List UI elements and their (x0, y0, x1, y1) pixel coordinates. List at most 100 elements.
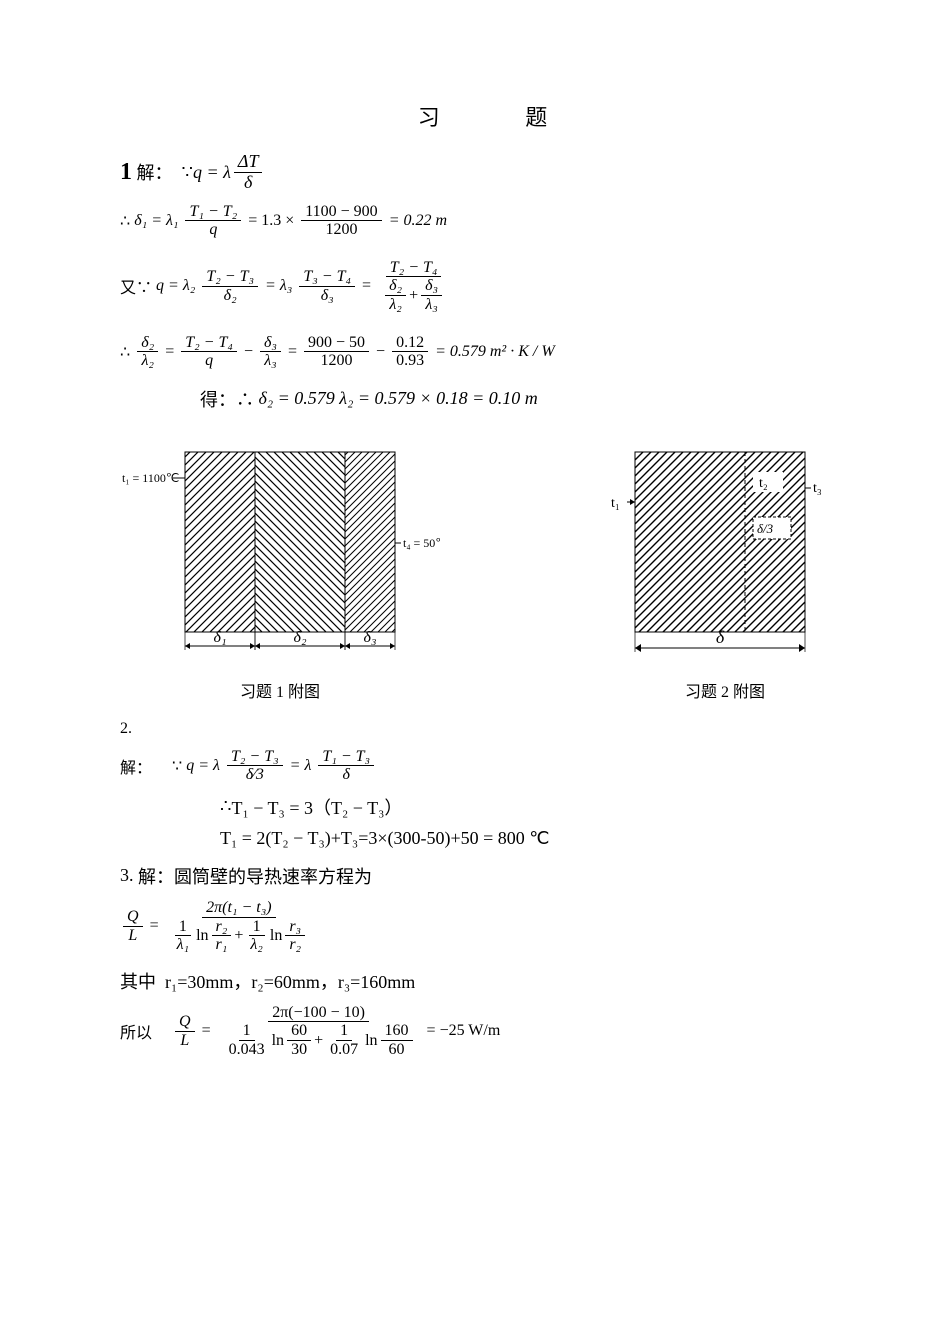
p1-eq1-lhs: δ₁ = λ₁ (134, 212, 178, 230)
svg-text:t₁ = 1100℃: t₁ = 1100℃ (122, 471, 179, 485)
p3-given-label: 其中 (120, 968, 156, 994)
p1-eq2-f3-db: δ₃ λ₃ (421, 277, 442, 313)
p1-eq0-frac: ΔT δ (234, 152, 263, 193)
p1-eq2-f3-plus: + (409, 287, 418, 305)
svg-text:δ₂: δ₂ (294, 629, 307, 646)
p1-eq3-pre: ∴ (120, 342, 130, 362)
fig2-diagram: t₂δ/3t₁t₃δ (605, 442, 845, 672)
p1-eq2: 又∵ q = λ₂ T₂ − T₃ δ₂ = λ₃ T₃ − T₄ δ₃ = T… (120, 259, 845, 314)
page-title: 习 题 (120, 100, 845, 132)
p1-eq2-c: = (362, 277, 371, 295)
p2-jie: 解： (120, 754, 152, 778)
p1-eq2-f3-da: δ₂ λ₂ (385, 277, 406, 313)
p3-eq1-lnbf: 160 60 (381, 1022, 413, 1058)
p3-eq1-da-d: 0.043 (225, 1041, 269, 1059)
p3-eq0-rhs-d: 1 λ₁ ln r₂ r₁ + 1 λ₂ ln r₃ r₂ (166, 918, 313, 954)
p1-eq3-f5-d: 0.93 (392, 352, 428, 370)
svg-text:δ₃: δ₃ (364, 629, 377, 646)
p3-eq0-rhs-n: 2π(t₁ − t₃) (202, 899, 275, 918)
p1-eq1-rhs: = 0.22 m (389, 212, 447, 230)
fig2-caption: 习题 2 附图 (685, 678, 765, 702)
p3-eq1-lhs: Q L (175, 1013, 195, 1049)
p1-eq3-b: − (244, 343, 253, 361)
p3-eq1-result: = −25 W/m (427, 1022, 501, 1040)
p3-eq0-da-d: λ₁ (173, 936, 194, 954)
p1-eq3-f4-n: 900 − 50 (304, 334, 369, 353)
p3-eq1-da: 1 0.043 (225, 1022, 269, 1058)
p1-eq1-f1: T₁ − T₂ q (185, 203, 241, 239)
p3-eq0: Q L = 2π(t₁ − t₃) 1 λ₁ ln r₂ r₁ + 1 λ₂ (120, 899, 845, 954)
p1-eq3-f5: 0.12 0.93 (392, 334, 428, 370)
p1-eq2-f3-n: T₂ − T₄ (386, 259, 442, 278)
p2-eq2: T₁ = 2(T₂ − T₃)+T₃=3×(300-50)+50 = 800 ℃ (220, 828, 845, 849)
p2-eq0-f2-d: δ (339, 766, 354, 784)
p2-eq0: 解： ∵ q = λ T₂ − T₃ δ⁄3 = λ T₁ − T₃ δ (120, 748, 845, 784)
p1-jie: 解： (137, 159, 173, 185)
p2-eq0-f2-n: T₁ − T₃ (318, 748, 374, 767)
p3-eq0-lnbf-n: r₃ (285, 918, 305, 937)
p1-eq3-a: = (165, 343, 174, 361)
p3-eq1-lnbf-d: 60 (385, 1041, 409, 1059)
p2-eq0-f1: T₂ − T₃ δ⁄3 (227, 748, 283, 784)
p1-eq2-f3-da-n: δ₂ (385, 277, 406, 296)
p1-eq3-f3: δ₃ λ₃ (260, 334, 281, 370)
p2-eq2-body: T₁ = 2(T₂ − T₃)+T₃=3×(300-50)+50 = 800 ℃ (220, 828, 550, 849)
p1-eq3-f3-d: λ₃ (260, 352, 281, 370)
p2-eq0-f1-d: δ⁄3 (242, 766, 268, 784)
svg-text:t₂: t₂ (759, 476, 768, 491)
p3-eq1-lnb: ln (365, 1032, 377, 1050)
p3-eq0-lnaf: r₂ r₁ (212, 918, 232, 954)
p1-eq0: q = λ (193, 162, 231, 183)
p3-eq1-lna: ln (272, 1032, 284, 1050)
p1-eq1: ∴ δ₁ = λ₁ T₁ − T₂ q = 1.3 × 1100 − 900 1… (120, 203, 845, 239)
p1-eq1-f2-num: 1100 − 900 (301, 203, 381, 222)
p3-eq0-db: 1 λ₂ (246, 918, 267, 954)
p3-eq0-da-n: 1 (175, 918, 191, 937)
figures-row: t₁ = 1100℃t₄ = 50℃δ₁δ₂δ₃ 习题 1 附图 t₂δ/3t₁… (120, 442, 845, 702)
p3-eq0-da: 1 λ₁ (173, 918, 194, 954)
p1-eq0-num: ΔT (234, 152, 263, 173)
p1-eq2-f1-d: δ₂ (220, 287, 241, 305)
p3-eq1: 所以 Q L = 2π(−100 − 10) 1 0.043 ln 60 30 … (120, 1004, 845, 1059)
p1-eq3-f2-n: T₂ − T₄ (181, 334, 237, 353)
svg-text:δ₁: δ₁ (214, 629, 227, 646)
p2-eq1-body: T₁ − T₃ = 3（T₂ − T₃） (231, 794, 402, 820)
p3-eq1-lhs-n: Q (175, 1013, 195, 1032)
p3-eq0-lhs-d: L (124, 927, 141, 945)
p1-eq2-b: = λ₃ (265, 277, 292, 295)
p3-eq0-lnaf-d: r₁ (212, 936, 232, 954)
p1-eq4-body: δ₂ = 0.579 λ₂ = 0.579 × 0.18 = 0.10 m (259, 388, 538, 409)
p3-eq1-lnaf-n: 60 (287, 1022, 311, 1041)
p2-eq0-f1-n: T₂ − T₃ (227, 748, 283, 767)
p1-eq3-rhs: = 0.579 m² · K / W (435, 343, 555, 361)
page: 习 题 1 解： ∵ q = λ ΔT δ ∴ δ₁ = λ₁ T₁ − T₂ … (0, 0, 945, 1129)
p1-eq0-den: δ (240, 173, 256, 193)
fig1-caption: 习题 1 附图 (240, 678, 320, 702)
p3-eq1-lnbf-n: 160 (381, 1022, 413, 1041)
p1-eq3-f4-d: 1200 (317, 352, 357, 370)
p3-eq0-eq: = (150, 917, 159, 935)
p3-eq0-db-d: λ₂ (246, 936, 267, 954)
p3-given-val: r₁=30mm，r₂=60mm，r₃=160mm (165, 968, 415, 994)
p3-so: 所以 (120, 1019, 152, 1043)
p2-eq0-a: q = λ (186, 757, 220, 775)
p3-eq1-db-d: 0.07 (326, 1041, 362, 1059)
p1-eq3: ∴ δ₂ λ₂ = T₂ − T₄ q − δ₃ λ₃ = 900 − 50 1… (120, 334, 845, 370)
p1-eq3-c: = (288, 343, 297, 361)
fig1-diagram: t₁ = 1100℃t₄ = 50℃δ₁δ₂δ₃ (120, 442, 440, 672)
p1-eq2-f2-n: T₃ − T₄ (299, 268, 355, 287)
p1-eq3-f1-d: λ₂ (137, 352, 158, 370)
p2-eq0-f2: T₁ − T₃ δ (318, 748, 374, 784)
p1-eq1-f1-den: q (205, 221, 221, 239)
p3-eq0-lhs: Q L (123, 908, 143, 944)
p1-head: 1 解： ∵ q = λ ΔT δ (120, 152, 845, 193)
svg-text:t₁: t₁ (611, 496, 620, 511)
p3-eq0-lnbf: r₃ r₂ (285, 918, 305, 954)
p3-eq1-lnaf-d: 30 (287, 1041, 311, 1059)
p1-eq2-f3: T₂ − T₄ δ₂ λ₂ + δ₃ λ₃ (378, 259, 449, 314)
p1-eq4: 得：∴ δ₂ = 0.579 λ₂ = 0.579 × 0.18 = 0.10 … (200, 386, 845, 412)
p3-eq1-plus: + (314, 1032, 323, 1050)
p1-eq1-mid: = 1.3 × (248, 212, 294, 230)
p1-eq2-pre: 又∵ (120, 274, 152, 298)
p3-eq1-lnaf: 60 30 (287, 1022, 311, 1058)
